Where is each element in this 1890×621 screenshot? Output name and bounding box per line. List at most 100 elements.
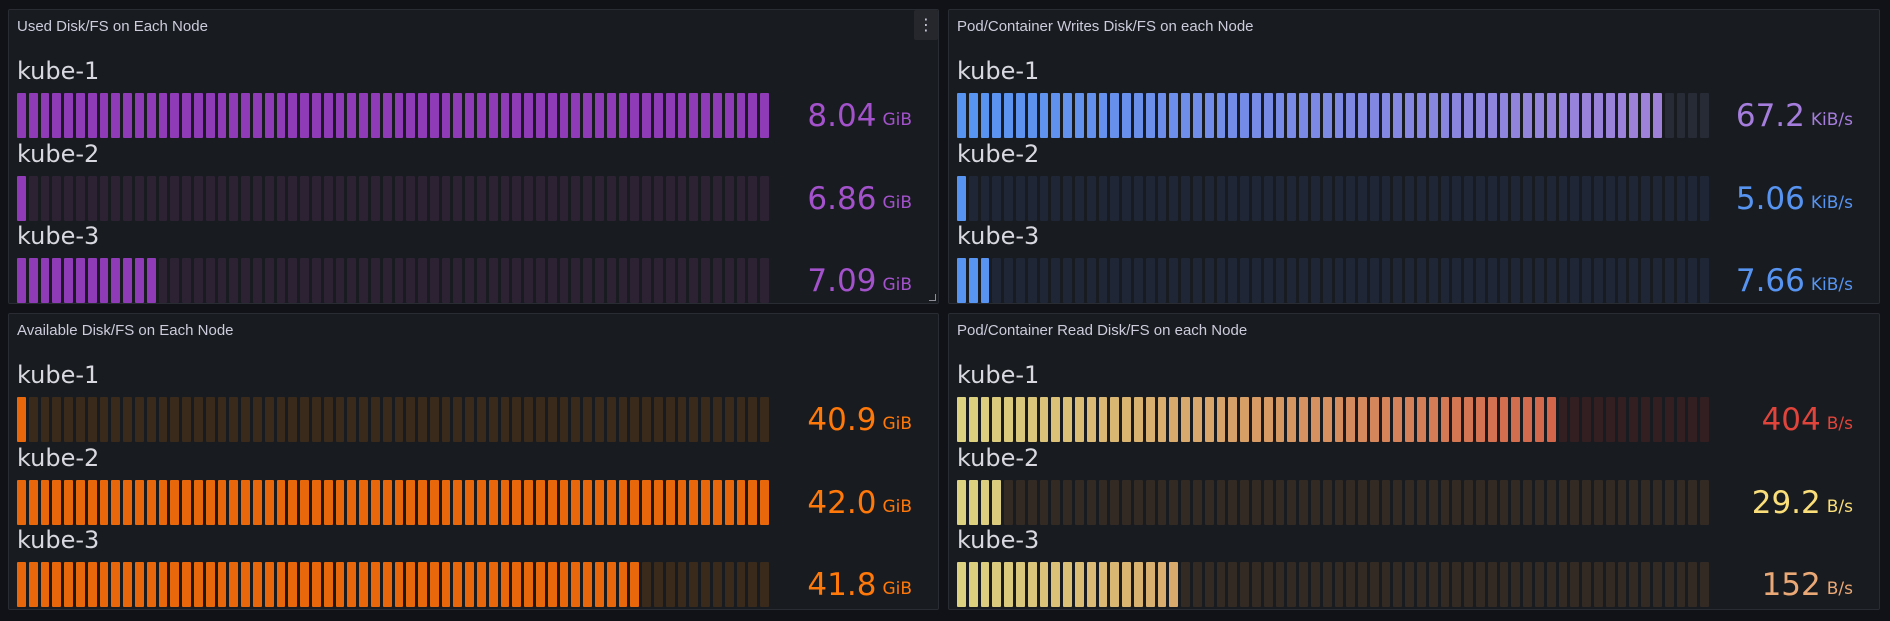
gauge-cell (217, 93, 227, 138)
gauge-cell (17, 258, 26, 303)
gauge-cell (957, 480, 966, 525)
gauge-cell (1523, 176, 1533, 221)
gauge-cell (1464, 176, 1474, 221)
resize-handle-icon[interactable] (929, 294, 936, 301)
gauge-cell (441, 176, 451, 221)
gauge-cell (1570, 562, 1580, 607)
gauge-cell (1228, 562, 1238, 607)
gauge-label: kube-2 (957, 444, 1040, 472)
gauge-cell (1346, 562, 1356, 607)
gauge-cell (1511, 562, 1521, 607)
gauge-cell (1417, 176, 1426, 221)
gauge-cell (1700, 397, 1709, 442)
gauge-cell (418, 562, 427, 607)
gauge-cell (1169, 258, 1179, 303)
gauge-cell (583, 397, 593, 442)
gauge-cell (701, 562, 711, 607)
gauge-cell (618, 480, 628, 525)
gauge-cell (536, 397, 545, 442)
gauge-cell (370, 397, 380, 442)
gauge-row: kube-2 42.0 GiB (17, 444, 938, 527)
gauge-cell (123, 397, 132, 442)
gauge-cell (1499, 176, 1509, 221)
gauge-cell (547, 176, 557, 221)
gauge-cell (642, 562, 652, 607)
gauge-cell (323, 480, 333, 525)
gauge-cell (760, 176, 769, 221)
panel-title[interactable]: Pod/Container Read Disk/FS on each Node (957, 322, 1248, 339)
gauge-cell (1499, 480, 1509, 525)
gauge-cell (1582, 480, 1592, 525)
gauge-cell (980, 397, 990, 442)
more-vertical-icon[interactable]: ⋮ (914, 10, 938, 40)
gauge-cell (477, 562, 486, 607)
panel-pod-reads: Pod/Container Read Disk/FS on each Node … (948, 313, 1880, 610)
gauge-cell (64, 562, 73, 607)
gauge-cell (1334, 258, 1344, 303)
gauge-cell (1145, 93, 1155, 138)
gauge-cell (1015, 93, 1025, 138)
gauge-cell (465, 397, 475, 442)
gauge-cell (370, 93, 380, 138)
panel-title[interactable]: Pod/Container Writes Disk/FS on each Nod… (957, 18, 1254, 35)
gauge-cell (618, 562, 628, 607)
gauge-cell (1617, 93, 1627, 138)
gauge-cell (1487, 397, 1497, 442)
gauge-cell (1251, 562, 1261, 607)
gauge-cell (347, 258, 357, 303)
gauge-cell (689, 562, 699, 607)
gauge-row: kube-1 40.9 GiB (17, 361, 938, 444)
gauge-cell (1004, 93, 1013, 138)
gauge-cell (429, 176, 439, 221)
gauge-cell (1275, 480, 1285, 525)
gauge-cell (536, 93, 545, 138)
gauge-cell (1063, 397, 1072, 442)
gauge-cell (52, 93, 62, 138)
gauge-cell (182, 93, 191, 138)
gauge-cell (559, 480, 569, 525)
panel-title[interactable]: Available Disk/FS on Each Node (17, 322, 234, 339)
gauge-cell (335, 176, 345, 221)
gauge-cell (1051, 397, 1061, 442)
gauge-cell (382, 480, 392, 525)
gauge-cell (1570, 480, 1580, 525)
gauge-cell (229, 258, 239, 303)
gauge-cell (1535, 562, 1544, 607)
gauge-cell (87, 562, 97, 607)
gauge-cell (571, 562, 581, 607)
gauge-cell (1192, 397, 1202, 442)
gauge-cell (335, 397, 345, 442)
gauge-cell (465, 176, 475, 221)
gauge-cell (1664, 176, 1674, 221)
gauge-cell (418, 397, 427, 442)
gauge-bar (957, 480, 1709, 525)
panel-title[interactable]: Used Disk/FS on Each Node (17, 18, 208, 35)
gauge-cell (1594, 397, 1603, 442)
gauge-cell (992, 397, 1002, 442)
gauge-cell (512, 397, 522, 442)
gauge-cell (1322, 397, 1332, 442)
gauge-cell (1287, 93, 1297, 138)
gauge-cell (477, 397, 486, 442)
gauge-cell (689, 258, 699, 303)
gauge-cell (1440, 480, 1450, 525)
gauge-cell (1582, 176, 1592, 221)
gauge-cell (1334, 480, 1344, 525)
gauge-cell (1110, 176, 1120, 221)
gauge-cell (264, 258, 274, 303)
gauge-cell (87, 480, 97, 525)
gauge-cell (465, 258, 475, 303)
gauge-cell (524, 93, 534, 138)
gauge-cell (1499, 397, 1509, 442)
gauge-cell (241, 562, 250, 607)
gauge-cell (1228, 93, 1238, 138)
gauge-cell (170, 562, 180, 607)
gauge-cell (1240, 176, 1249, 221)
gauge-cell (512, 176, 522, 221)
gauge-cell (1251, 176, 1261, 221)
gauge-cell (1192, 480, 1202, 525)
gauge-cell (1570, 397, 1580, 442)
gauge-cell (1145, 258, 1155, 303)
gauge-cell (1110, 480, 1120, 525)
gauge-cell (394, 397, 404, 442)
